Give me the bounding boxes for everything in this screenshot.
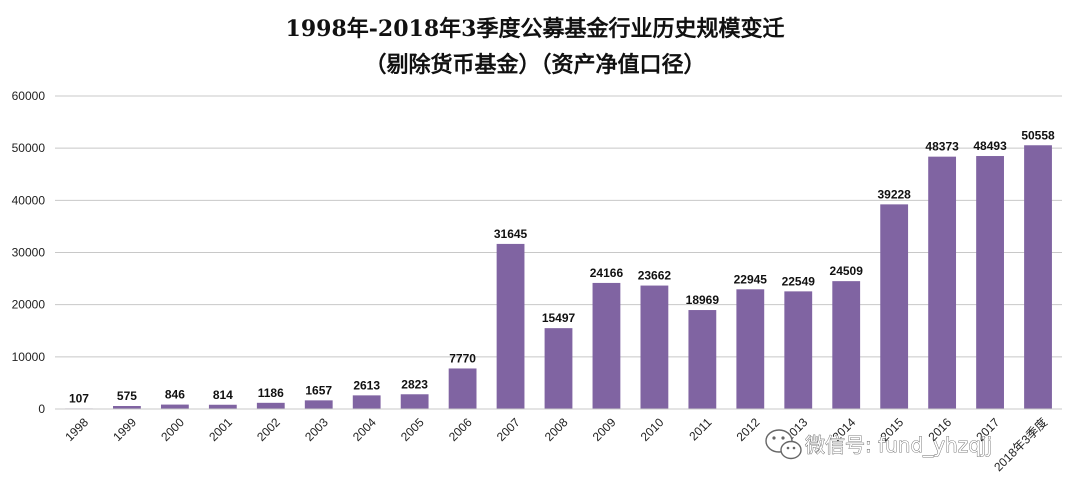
x-tick-label: 2010 — [638, 415, 667, 444]
data-label: 1657 — [305, 383, 332, 397]
data-label: 22945 — [734, 272, 768, 286]
x-tick-label: 2002 — [254, 415, 283, 444]
x-tick-label: 2009 — [590, 415, 619, 444]
bars: 107 575 846 814 1186 1657 2613 2823 7770 31645 154… — [65, 128, 1055, 409]
bar — [880, 204, 909, 409]
x-tick-label: 2004 — [350, 415, 379, 444]
x-tick-label: 2008 — [542, 415, 571, 444]
gridlines — [55, 95, 1062, 410]
wechat-icon — [765, 429, 802, 460]
x-tick-label: 2001 — [206, 415, 235, 444]
x-tick-label: 2007 — [494, 415, 523, 444]
data-label: 814 — [213, 388, 233, 402]
bar — [592, 282, 621, 409]
chart-title: 1998年-2018年3季度公募基金行业历史规模变迁 — [286, 16, 785, 42]
data-label: 2823 — [401, 377, 428, 391]
bar — [832, 281, 861, 409]
data-label: 1186 — [258, 386, 284, 400]
data-label: 48373 — [925, 140, 959, 154]
watermark: 微信号: fund_yhzqjj — [765, 429, 992, 460]
data-label: 50558 — [1021, 128, 1055, 142]
bar — [256, 402, 285, 409]
bar — [208, 404, 237, 409]
x-tick-label: 2003 — [302, 415, 331, 444]
data-label: 575 — [117, 389, 137, 403]
x-tick-label: 2006 — [446, 415, 475, 444]
bar — [113, 406, 141, 409]
data-label: 39228 — [877, 187, 911, 201]
bar — [352, 395, 381, 409]
y-tick-label: 0 — [38, 402, 45, 416]
y-axis: 0 10000 20000 30000 40000 50000 60000 — [12, 89, 46, 416]
bar — [640, 285, 669, 409]
chart-subtitle: （剔除货币基金）（资产净值口径） — [364, 52, 705, 78]
y-tick-label: 40000 — [12, 193, 46, 207]
bar — [496, 243, 525, 409]
x-tick-label: 2011 — [686, 415, 714, 443]
data-label: 31645 — [494, 227, 528, 241]
data-label: 2613 — [353, 378, 380, 392]
bar — [544, 328, 573, 409]
data-label: 24509 — [830, 264, 864, 278]
bar — [304, 400, 333, 409]
x-tick-label: 1999 — [110, 415, 139, 444]
bar — [448, 368, 477, 409]
x-tick-label: 1998 — [62, 415, 91, 444]
data-label: 18969 — [686, 293, 720, 307]
bar — [736, 289, 765, 409]
x-tick-label: 2005 — [398, 415, 427, 444]
y-tick-label: 30000 — [12, 246, 46, 260]
x-tick-label: 2000 — [158, 415, 187, 444]
y-tick-label: 60000 — [12, 89, 46, 103]
bar — [400, 394, 429, 409]
x-tick-label: 2012 — [734, 415, 763, 444]
data-label: 24166 — [590, 266, 624, 280]
bar — [1024, 145, 1052, 409]
y-tick-label: 10000 — [12, 350, 46, 364]
data-label: 846 — [165, 388, 185, 402]
data-label: 22549 — [782, 274, 816, 288]
y-tick-label: 50000 — [12, 141, 46, 155]
data-label: 7770 — [449, 351, 476, 365]
data-label: 15497 — [542, 311, 576, 325]
y-tick-label: 20000 — [12, 298, 46, 312]
bar — [688, 310, 717, 409]
data-label: 23662 — [638, 269, 672, 283]
data-label: 107 — [69, 391, 89, 405]
bar — [160, 404, 189, 409]
watermark-text: 微信号: fund_yhzqjj — [805, 433, 992, 457]
bar — [928, 156, 957, 409]
data-label: 48493 — [973, 139, 1007, 153]
bar — [976, 156, 1004, 409]
bar — [784, 291, 813, 409]
